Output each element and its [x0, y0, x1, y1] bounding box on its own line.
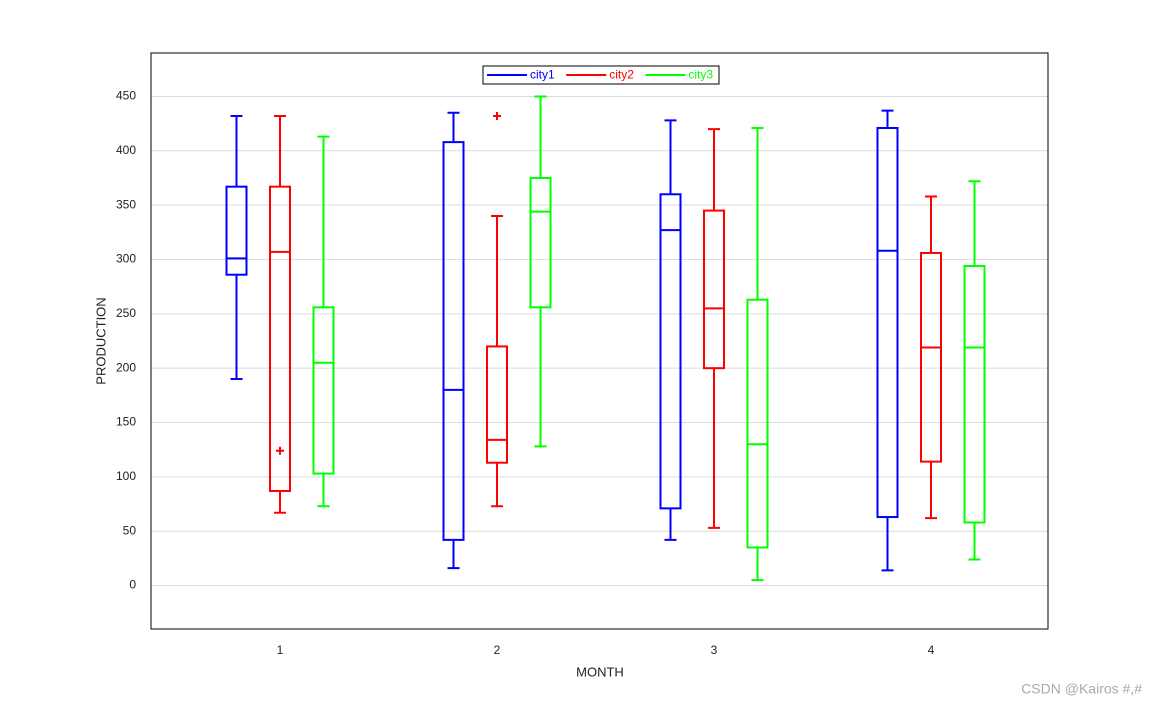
whisker-low — [230, 274, 243, 381]
whisker-low — [925, 461, 937, 520]
box — [876, 126, 899, 519]
box — [269, 185, 291, 492]
whisker-high — [534, 95, 547, 178]
whisker-high — [968, 180, 981, 267]
y-tick-label: 200 — [116, 360, 136, 374]
y-tick-label: 350 — [116, 197, 136, 211]
box — [746, 298, 769, 549]
whisker-high — [751, 126, 764, 300]
x-tick-label: 4 — [928, 643, 935, 657]
y-axis-label: PRODUCTION — [93, 297, 108, 384]
whisker-low — [708, 368, 720, 529]
whisker-low — [751, 547, 764, 582]
whisker-high — [230, 115, 243, 187]
y-tick-label: 100 — [116, 469, 136, 483]
box — [659, 193, 682, 510]
y-tick-label: 0 — [129, 578, 136, 592]
y-tick-label: 450 — [116, 89, 136, 103]
legend-label: city2 — [609, 68, 634, 82]
whisker-high — [708, 128, 720, 211]
box — [225, 185, 248, 276]
watermark: CSDN @Kairos #,# — [1021, 681, 1142, 697]
box — [529, 176, 552, 309]
plot-frame — [150, 52, 1049, 630]
y-tick-label: 300 — [116, 252, 136, 266]
whisker-high — [925, 195, 937, 253]
whisker-high — [317, 135, 330, 308]
box — [963, 265, 986, 524]
whisker-low — [534, 307, 547, 448]
whisker-high — [881, 109, 894, 128]
x-tick-label: 1 — [277, 643, 284, 657]
box — [442, 141, 465, 541]
whisker-low — [968, 522, 981, 561]
x-tick-label: 2 — [494, 643, 501, 657]
outlier — [493, 112, 501, 121]
whisker-low — [664, 508, 677, 541]
x-tick-label: 3 — [711, 643, 718, 657]
y-tick-label: 150 — [116, 415, 136, 429]
whisker-high — [447, 111, 460, 143]
x-axis-label: MONTH — [576, 664, 624, 679]
whisker-high — [274, 115, 286, 187]
outlier — [276, 446, 284, 455]
y-tick-label: 250 — [116, 306, 136, 320]
box — [486, 345, 508, 464]
legend-label: city1 — [530, 68, 555, 82]
whisker-low — [447, 539, 460, 570]
whisker-high — [491, 215, 503, 347]
y-tick-label: 50 — [123, 523, 137, 537]
whisker-low — [317, 473, 330, 508]
whisker-high — [664, 119, 677, 195]
box — [920, 251, 942, 463]
whisker-low — [881, 517, 894, 572]
box — [312, 306, 335, 475]
y-tick-label: 400 — [116, 143, 136, 157]
legend-label: city3 — [688, 68, 713, 82]
whisker-low — [491, 462, 503, 508]
whisker-low — [274, 490, 286, 514]
box — [703, 209, 725, 370]
